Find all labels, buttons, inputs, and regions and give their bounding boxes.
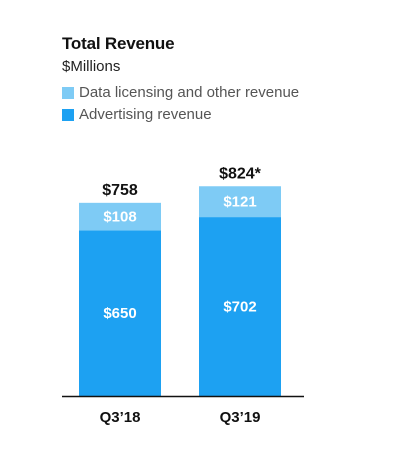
bar-segment-data-licensing-1 [79, 202, 161, 231]
chart-subtitle: $Millions [62, 58, 121, 75]
legend-label-advertising: Advertising revenue [79, 106, 212, 123]
x-tick-label-1: Q3’18 [100, 409, 141, 426]
bar-segment-advertising-2 [199, 217, 281, 396]
bar-value-label-data-licensing-2: $121 [223, 194, 256, 211]
bar-value-label-advertising-2: $702 [223, 299, 256, 316]
chart-title: Total Revenue [62, 34, 175, 53]
bar-segment-data-licensing-2 [199, 186, 281, 218]
bar-value-label-data-licensing-1: $108 [103, 209, 136, 226]
legend-swatch-data-licensing [62, 86, 74, 99]
bar-value-label-advertising-1: $650 [103, 305, 136, 322]
legend-swatch-advertising [62, 108, 74, 121]
legend-item-data-licensing: Data licensing and other revenue [62, 84, 299, 101]
bar-segment-advertising-1 [79, 230, 161, 396]
bar-total-label-1: $758 [102, 182, 138, 199]
legend-item-advertising: Advertising revenue [62, 106, 212, 123]
bar-total-label-2: $824* [219, 165, 262, 182]
x-tick-label-2: Q3’19 [220, 409, 261, 426]
legend-label-data-licensing: Data licensing and other revenue [79, 84, 300, 101]
